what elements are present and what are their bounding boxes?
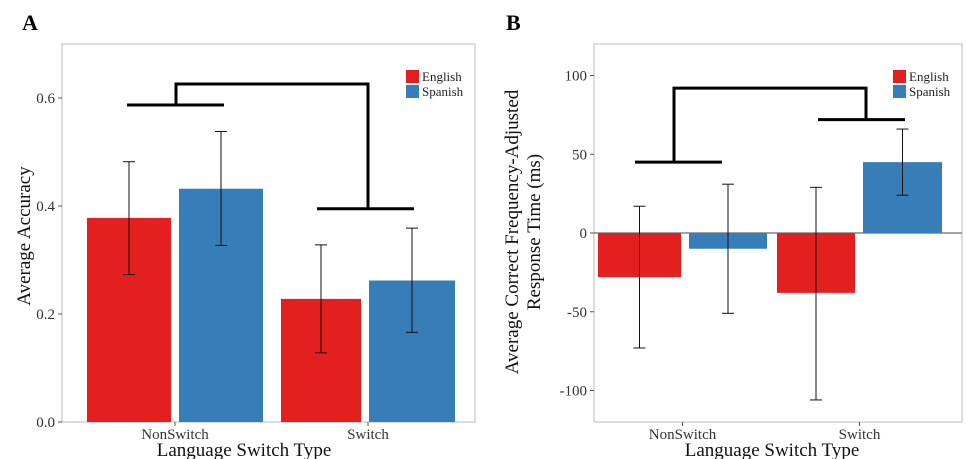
y-tick-label-a: 0.2 [36, 307, 55, 323]
x-tick-label-b: Switch [839, 427, 881, 443]
y-axis-title-b-line1: Average Correct Frequency-Adjusted [502, 89, 523, 374]
bracket-top-b [672, 86, 868, 163]
legend-label-a-spanish: Spanish [422, 84, 464, 99]
y-axis-title-b-line2: Response Time (ms) [524, 154, 545, 310]
x-axis-title-b: Language Switch Type [685, 440, 860, 459]
panel-letter-a: A [22, 10, 38, 35]
legend-label-b-spanish: Spanish [909, 84, 951, 99]
x-tick-label-a: NonSwitch [141, 427, 209, 443]
x-axis-title-a: Language Switch Type [157, 440, 332, 459]
legend-swatch-b-spanish [893, 85, 906, 98]
y-tick-label-b: -50 [567, 305, 587, 321]
legend-swatch-a-spanish [406, 85, 419, 98]
y-tick-label-a: 0.6 [36, 91, 55, 107]
y-tick-label-a: 0.0 [36, 415, 55, 431]
x-tick-label-b: NonSwitch [649, 427, 717, 443]
legend-label-b-english: English [909, 69, 949, 84]
y-tick-label-b: 0 [580, 226, 588, 242]
y-tick-label-b: 50 [572, 147, 587, 163]
panel-letter-b: B [506, 10, 521, 35]
legend-swatch-a-english [406, 70, 419, 83]
legend-swatch-b-english [893, 70, 906, 83]
y-tick-label-b: 100 [565, 69, 588, 85]
y-tick-label-a: 0.4 [36, 199, 55, 215]
y-tick-label-b: -100 [560, 384, 588, 400]
bracket-top-a [174, 82, 370, 209]
x-tick-label-a: Switch [347, 427, 389, 443]
legend-label-a-english: English [422, 69, 462, 84]
y-axis-title-a: Average Accuracy [14, 166, 35, 306]
